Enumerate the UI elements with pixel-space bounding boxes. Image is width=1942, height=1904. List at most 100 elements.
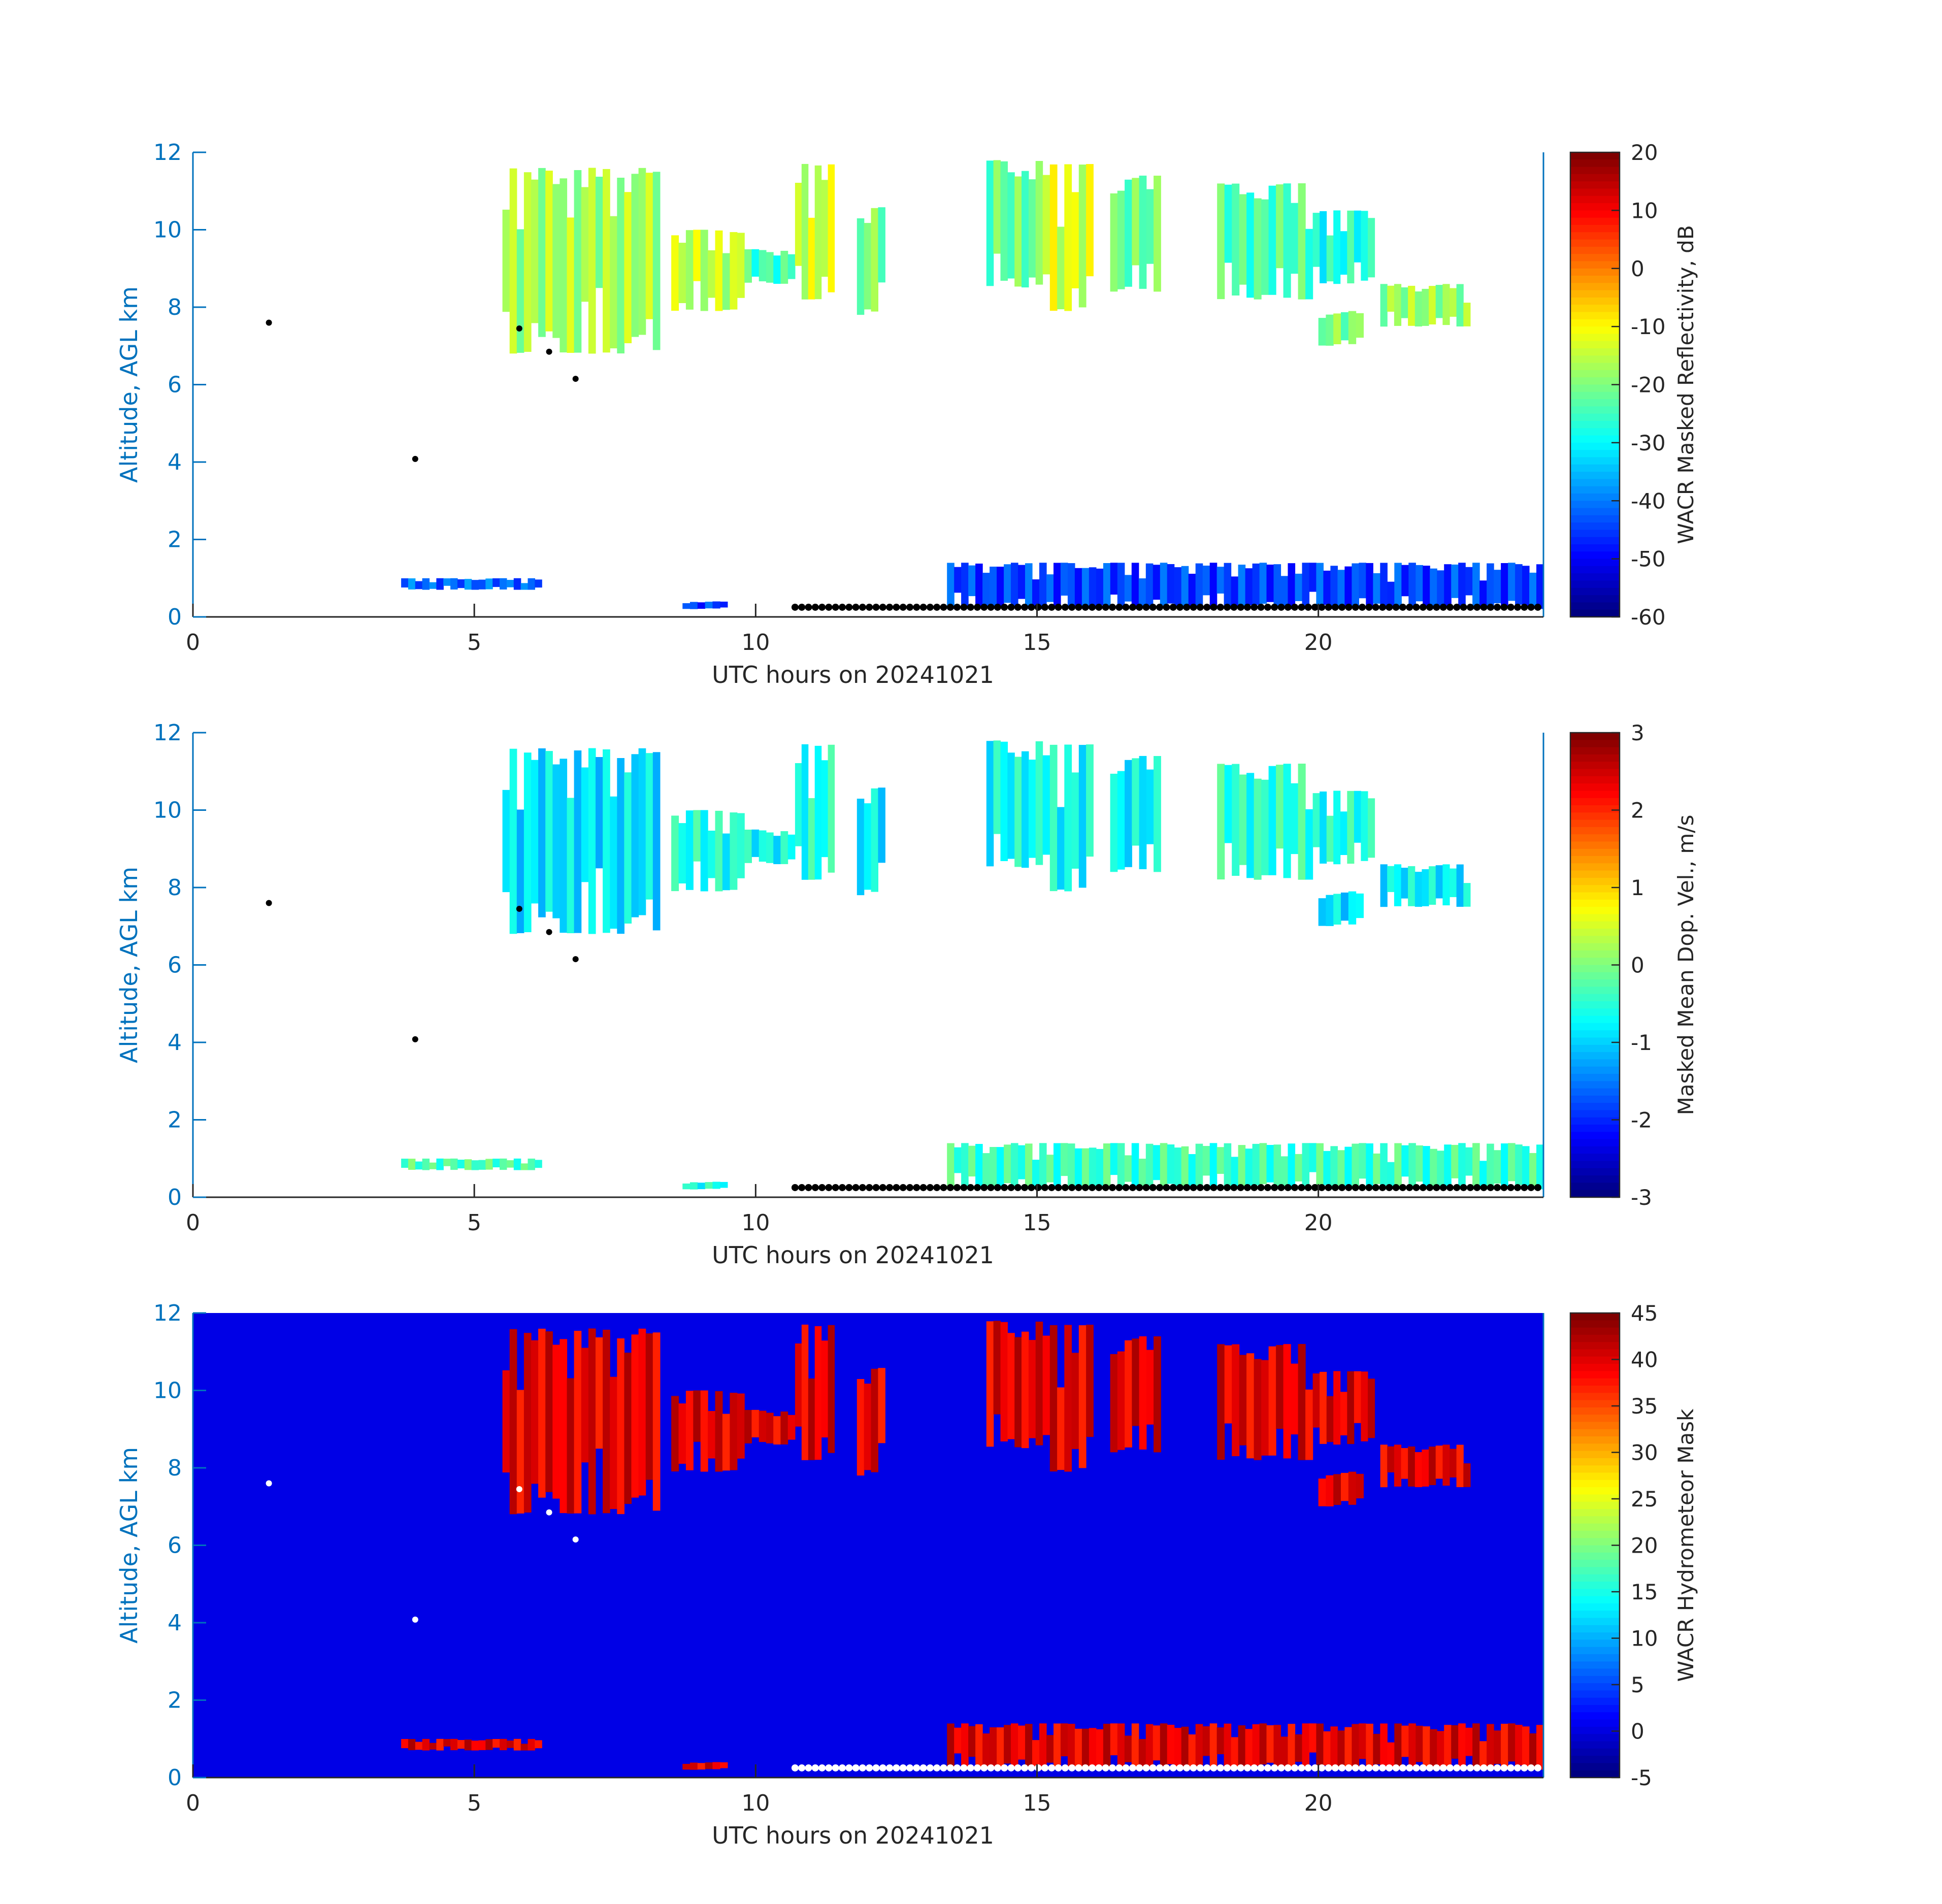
echo-column	[1333, 894, 1341, 925]
clutter-point	[1325, 1184, 1332, 1191]
echo-column	[1318, 318, 1327, 346]
clutter-point	[1014, 603, 1022, 611]
echo-column	[581, 1348, 589, 1463]
colorbar-tick-label: 20	[1631, 1533, 1658, 1558]
colorbar-step	[1570, 1726, 1620, 1734]
echo-column	[1529, 1733, 1537, 1770]
clutter-point	[1169, 603, 1177, 611]
clutter-point	[1453, 1764, 1461, 1771]
y-tick-label: 10	[153, 217, 182, 243]
echo-column	[1416, 565, 1423, 602]
clutter-point	[1419, 1184, 1427, 1191]
echo-13	[401, 578, 542, 590]
echo-column	[671, 1396, 679, 1472]
clutter-point	[879, 1184, 886, 1191]
colorbar-step	[1570, 442, 1620, 450]
echo-column	[1224, 184, 1232, 263]
clutter-point	[1534, 1184, 1541, 1191]
echo-column	[693, 1390, 701, 1442]
colorbar-step	[1570, 152, 1620, 160]
echo-column	[588, 168, 596, 354]
colorbar-tick-label: -50	[1631, 547, 1666, 572]
clutter-point	[1055, 603, 1062, 611]
echo-column	[1316, 1723, 1324, 1769]
echo-column	[801, 1324, 809, 1460]
echo-column	[1124, 1155, 1132, 1182]
colorbar-step	[1570, 334, 1620, 342]
echo-column	[485, 1159, 493, 1170]
colorbar-step	[1570, 181, 1620, 189]
colorbar-step	[1570, 1066, 1620, 1074]
clutter-point	[852, 1764, 860, 1771]
echo-column	[1238, 1725, 1246, 1770]
colorbar-step	[1570, 1139, 1620, 1147]
echo-column	[610, 796, 617, 929]
echo-14	[682, 601, 728, 609]
marker-dot	[572, 376, 579, 382]
x-tick-label: 0	[186, 1790, 200, 1816]
echo-12	[1380, 864, 1471, 907]
clutter-point	[1115, 1184, 1123, 1191]
echo-column	[1224, 1143, 1232, 1190]
echo-column	[671, 815, 679, 892]
echo-column	[1380, 1143, 1388, 1190]
colorbar-step	[1570, 421, 1620, 429]
echo-column	[878, 1368, 885, 1443]
echo-column	[1414, 872, 1422, 907]
clutter-point	[1466, 603, 1474, 611]
echo-column	[581, 187, 589, 302]
clutter-point	[987, 1184, 995, 1191]
clutter-point	[1264, 1764, 1271, 1771]
echo-column	[1000, 161, 1008, 281]
echo-column	[1373, 573, 1380, 604]
clutter-point	[1102, 1184, 1109, 1191]
echo-column	[1429, 286, 1436, 324]
echo-column	[1181, 566, 1189, 609]
clutter-point	[811, 603, 819, 611]
echo-column	[1536, 564, 1544, 609]
echo-15	[947, 1143, 1544, 1190]
echo-column	[415, 581, 423, 589]
x-tick-label: 5	[467, 630, 481, 655]
echo-column	[1423, 1146, 1430, 1188]
clutter-point	[832, 1184, 839, 1191]
clutter-point	[1507, 603, 1515, 611]
colorbar-step	[1570, 936, 1620, 944]
echo-column	[1416, 1145, 1423, 1182]
colorbar-step	[1570, 1472, 1620, 1481]
clutter-point	[1446, 603, 1454, 611]
echo-column	[1216, 1147, 1225, 1174]
x-tick-label: 10	[741, 1790, 770, 1816]
echo-column	[744, 1410, 752, 1443]
clutter-point	[1433, 1764, 1440, 1771]
echo-column	[1341, 892, 1349, 921]
colorbar-tick-label: 20	[1631, 140, 1658, 165]
colorbar-step	[1570, 1001, 1620, 1009]
colorbar-step	[1570, 1110, 1620, 1118]
echo-column	[1494, 1150, 1501, 1184]
echo-column	[1347, 791, 1355, 864]
colorbar-step	[1570, 1465, 1620, 1473]
clutter-point	[1149, 1764, 1157, 1771]
clutter-point	[1399, 603, 1406, 611]
colorbar-step	[1570, 783, 1620, 792]
clutter-point	[994, 1184, 1001, 1191]
echo-column	[401, 1739, 409, 1749]
echo-column	[1356, 313, 1364, 338]
clutter-point	[1379, 1184, 1387, 1191]
echo-column	[574, 170, 582, 353]
clutter-point	[1190, 1184, 1197, 1191]
echo-column	[464, 579, 472, 590]
echo-column	[1316, 563, 1324, 609]
echo-column	[773, 836, 781, 864]
colorbar-step	[1570, 1125, 1620, 1133]
echo-column	[828, 744, 835, 873]
clutter-point	[1304, 1184, 1312, 1191]
echo-column	[1368, 218, 1375, 278]
echo-9	[1217, 183, 1313, 300]
clutter-point	[1433, 1184, 1440, 1191]
clutter-point	[1352, 603, 1359, 611]
colorbar-step	[1570, 1567, 1620, 1575]
echo-column	[1078, 165, 1087, 308]
echo-5	[857, 787, 885, 896]
